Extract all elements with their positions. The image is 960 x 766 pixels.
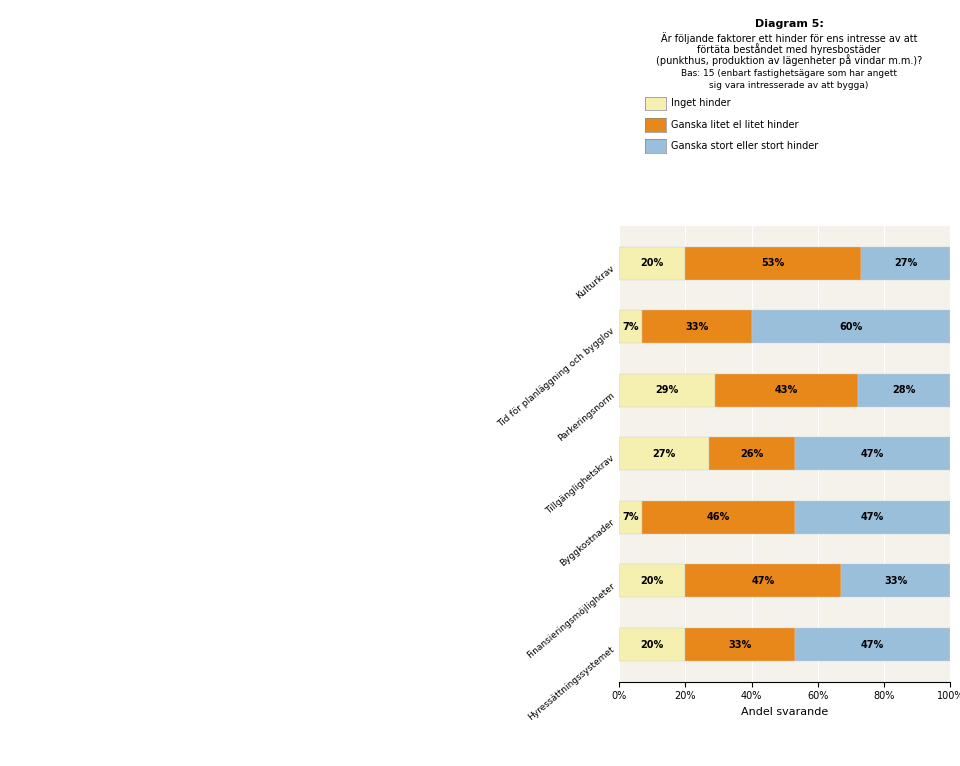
Bar [795,501,950,534]
Bar [642,310,752,343]
Text: 27%: 27% [652,449,676,459]
Text: 20%: 20% [640,640,664,650]
Text: 47%: 47% [861,512,884,522]
Text: 20%: 20% [640,258,664,268]
Text: 20%: 20% [640,576,664,586]
Text: 47%: 47% [752,576,775,586]
Bar [619,310,642,343]
Bar [857,374,950,407]
Bar [619,628,685,661]
Bar [685,247,861,280]
Bar [642,501,795,534]
Text: förtäta beståndet med hyresbostäder: förtäta beståndet med hyresbostäder [697,43,881,55]
Text: 7%: 7% [622,322,639,332]
Bar [619,247,685,280]
Bar [619,565,685,597]
Text: Är följande faktorer ett hinder för ens intresse av att: Är följande faktorer ett hinder för ens … [660,32,918,44]
Text: 26%: 26% [740,449,763,459]
Text: Bas: 15 (enbart fastighetsägare som har angett
sig vara intresserade av att bygg: Bas: 15 (enbart fastighetsägare som har … [682,69,897,90]
Text: Diagram 5:: Diagram 5: [755,19,824,29]
Text: 29%: 29% [656,385,679,395]
Text: 43%: 43% [775,385,798,395]
Text: 47%: 47% [861,449,884,459]
Bar [619,501,642,534]
Bar [685,628,795,661]
Text: 33%: 33% [884,576,907,586]
Text: 53%: 53% [761,258,785,268]
Text: 47%: 47% [861,640,884,650]
Bar [619,374,715,407]
Bar [685,565,841,597]
Text: Inget hinder: Inget hinder [671,98,731,109]
X-axis label: Andel svarande: Andel svarande [741,707,828,717]
Bar [752,310,950,343]
Text: 33%: 33% [729,640,752,650]
Text: 27%: 27% [894,258,918,268]
Text: (punkthus, produktion av lägenheter på vindar m.m.)?: (punkthus, produktion av lägenheter på v… [656,54,923,66]
Text: Ganska litet el litet hinder: Ganska litet el litet hinder [671,119,799,130]
Text: 28%: 28% [893,385,916,395]
Bar [841,565,950,597]
Text: Ganska stort eller stort hinder: Ganska stort eller stort hinder [671,141,818,152]
Bar [861,247,950,280]
Text: 33%: 33% [685,322,708,332]
Bar [708,437,795,470]
Bar [795,437,950,470]
Bar [715,374,857,407]
Bar [619,437,708,470]
Text: 46%: 46% [707,512,731,522]
Text: 60%: 60% [839,322,863,332]
Bar [795,628,950,661]
Text: 7%: 7% [622,512,639,522]
